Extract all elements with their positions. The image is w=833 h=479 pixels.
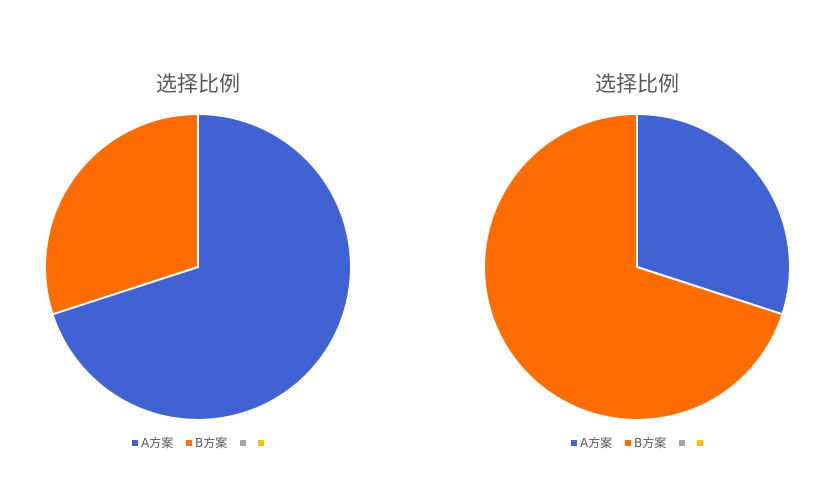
legend-marker [679,440,685,446]
pie-slice-A方案 [51,112,352,421]
pie-slices [483,112,791,421]
legend-label: A方案 [580,435,612,450]
pie-chart-2: 选择比例 A方案 B方案 [483,72,791,450]
pie-slice-B方案 [44,112,199,316]
legend-marker [132,440,138,446]
legend: A方案 B方案 [571,435,703,450]
legend-marker [625,440,631,446]
legend: A方案 B方案 [132,435,264,450]
legend-label: A方案 [141,435,173,450]
legend-marker [571,440,577,446]
legend-marker [697,440,703,446]
pie-slices [44,112,352,421]
legend-marker [186,440,192,446]
chart-title: 选择比例 [595,72,679,96]
legend-marker [258,440,264,446]
pie-slice-A方案 [636,112,791,316]
chart-title: 选择比例 [156,72,240,96]
pie-chart-1: 选择比例 A方案 B方案 [44,72,352,450]
legend-label: B方案 [195,435,227,450]
legend-label: B方案 [634,435,666,450]
pie-slice-B方案 [483,112,784,421]
legend-marker [240,440,246,446]
